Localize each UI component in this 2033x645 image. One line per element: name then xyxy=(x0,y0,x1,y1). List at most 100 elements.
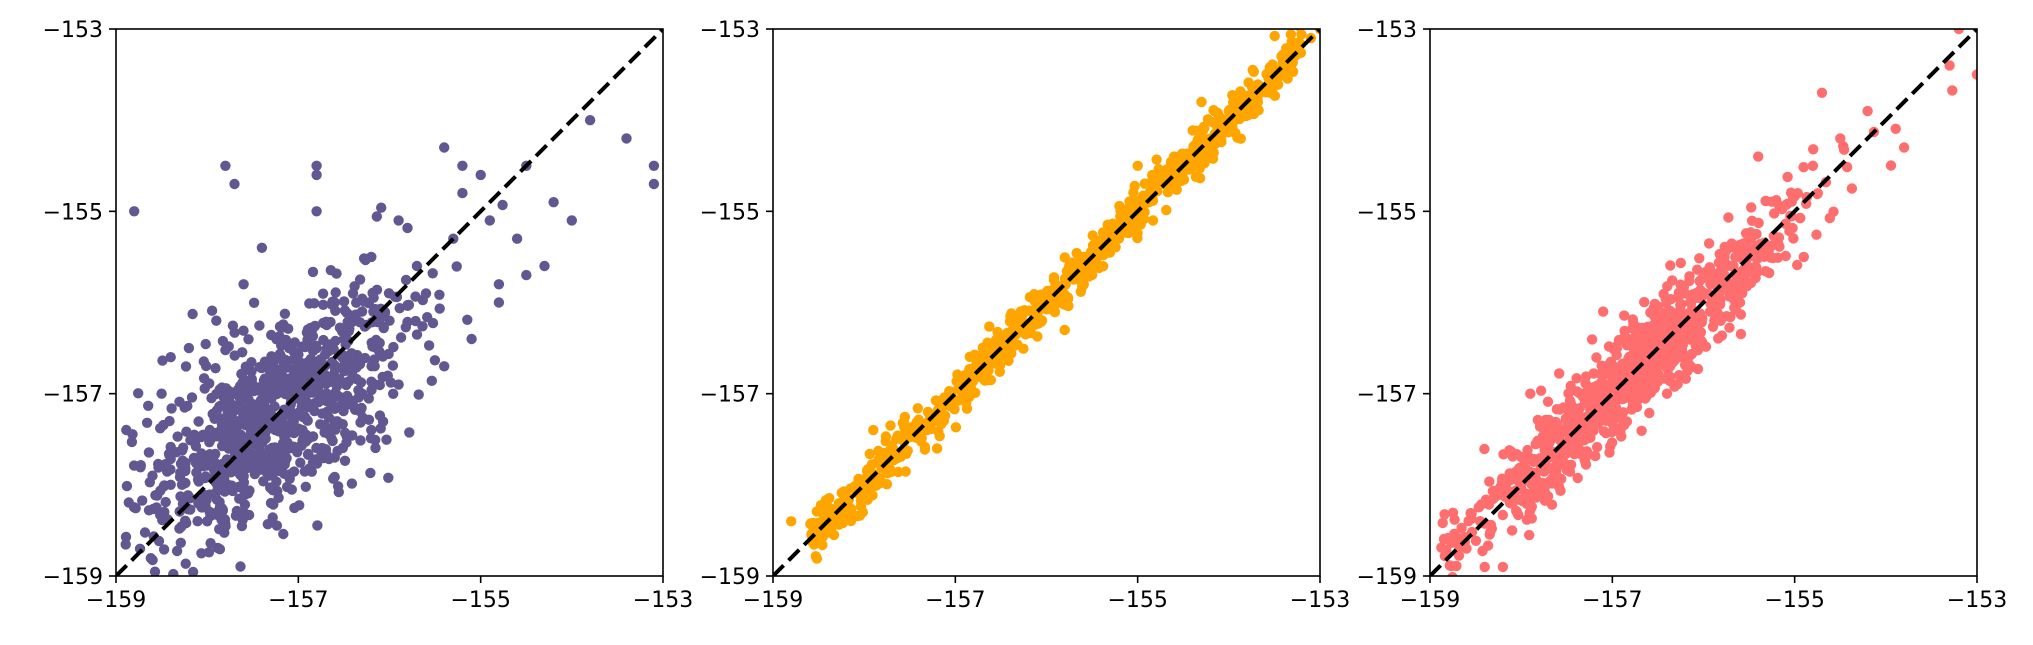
data-point xyxy=(278,528,289,540)
data-point xyxy=(393,379,404,390)
data-point xyxy=(274,331,285,342)
data-point xyxy=(1497,561,1509,573)
data-point xyxy=(312,520,323,531)
data-point xyxy=(294,361,305,372)
data-point xyxy=(439,361,450,372)
data-point xyxy=(393,215,404,226)
data-point xyxy=(1639,296,1650,308)
data-point xyxy=(223,394,235,405)
data-point xyxy=(325,316,336,328)
data-point xyxy=(320,370,331,381)
data-point xyxy=(1591,352,1602,363)
data-point xyxy=(1168,151,1180,162)
data-point xyxy=(931,443,943,454)
data-point xyxy=(900,466,911,477)
data-point xyxy=(120,531,132,543)
data-point xyxy=(1703,238,1715,249)
data-point xyxy=(271,520,283,531)
data-point xyxy=(310,340,322,351)
data-point xyxy=(150,490,161,501)
data-point xyxy=(227,320,239,331)
data-point xyxy=(886,443,897,454)
data-point xyxy=(970,387,981,398)
data-point xyxy=(1598,306,1609,317)
data-point xyxy=(1694,276,1705,287)
data-point xyxy=(340,394,351,405)
data-point xyxy=(1885,160,1897,171)
data-point xyxy=(1613,388,1624,399)
scatter-panel-3: −159−159 −157 −157 −155 −155 −153 −153 xyxy=(1357,18,2008,613)
data-point xyxy=(898,417,910,429)
scatter-panel-1: −159−159 −157 −157 −155 −155 −153 −153 xyxy=(43,18,694,613)
data-point xyxy=(1625,384,1637,396)
data-point xyxy=(1746,202,1757,213)
data-point xyxy=(195,457,207,469)
data-point xyxy=(1023,327,1035,338)
data-point xyxy=(198,373,210,384)
data-point xyxy=(839,495,850,506)
data-point xyxy=(199,383,210,394)
data-point xyxy=(1147,169,1158,181)
data-point xyxy=(1613,334,1625,346)
axes-frame xyxy=(772,28,1321,577)
data-point xyxy=(1497,509,1509,521)
data-point xyxy=(805,518,817,529)
scatter-panel-2: −159−159 −157 −157 −155 −155 −153 −153 xyxy=(700,18,1351,613)
data-point xyxy=(1484,476,1495,487)
data-point xyxy=(1563,388,1574,399)
data-point xyxy=(969,349,980,360)
data-point xyxy=(330,287,341,298)
data-point xyxy=(267,390,278,401)
y-tick-label: −155 xyxy=(700,200,760,225)
data-point xyxy=(1614,424,1625,435)
data-point xyxy=(1561,414,1572,425)
data-point xyxy=(339,455,351,466)
data-point xyxy=(1692,264,1703,275)
data-point xyxy=(1063,293,1074,304)
data-point xyxy=(1447,572,1458,576)
data-point xyxy=(1751,228,1762,240)
data-point xyxy=(1626,404,1637,415)
data-point xyxy=(1544,414,1555,426)
data-point xyxy=(338,296,350,307)
data-point xyxy=(1436,542,1447,553)
data-point xyxy=(994,360,1006,371)
data-point xyxy=(1838,144,1850,155)
data-point xyxy=(342,316,353,328)
data-point xyxy=(388,388,399,399)
data-point xyxy=(1782,171,1793,183)
data-point xyxy=(402,316,413,328)
data-point xyxy=(426,375,437,386)
data-point xyxy=(1554,368,1565,379)
data-point xyxy=(1668,336,1680,347)
data-point xyxy=(210,363,221,374)
data-point xyxy=(1453,550,1465,561)
data-point xyxy=(1583,449,1594,460)
x-tick-label: −159 xyxy=(1400,588,1460,613)
data-point xyxy=(648,160,660,171)
data-point xyxy=(206,432,217,444)
data-point xyxy=(403,299,415,311)
data-point xyxy=(457,160,468,171)
data-point xyxy=(366,360,378,371)
data-point xyxy=(274,348,286,360)
data-point xyxy=(1692,345,1704,356)
data-point xyxy=(845,483,856,494)
data-point xyxy=(786,516,797,527)
data-point xyxy=(1649,298,1661,310)
data-point xyxy=(1019,305,1030,316)
data-point xyxy=(214,544,226,555)
data-point xyxy=(1129,180,1140,192)
data-point xyxy=(936,418,947,430)
data-point xyxy=(1841,161,1853,173)
data-point xyxy=(1613,412,1625,423)
data-point xyxy=(884,464,896,475)
data-point xyxy=(196,548,207,559)
data-point xyxy=(411,260,423,272)
data-point xyxy=(893,466,904,478)
data-point xyxy=(1151,180,1162,191)
data-point xyxy=(329,403,340,414)
data-point xyxy=(302,449,314,460)
data-point xyxy=(1742,279,1753,290)
data-point xyxy=(1210,118,1221,129)
